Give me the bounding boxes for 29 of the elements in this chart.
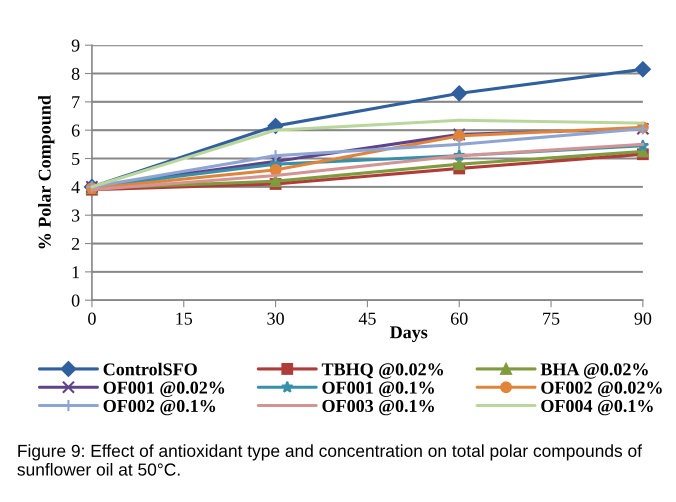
y-tick-label: 4 bbox=[71, 181, 80, 194]
legend-label: BHA @0.02% bbox=[540, 363, 648, 379]
legend-label: ControlSFO bbox=[104, 362, 197, 376]
x-tick-label: 30 bbox=[267, 312, 284, 325]
caption: Figure 9: Effect of antioxidant type and concentration on total polar compounds of sunflower oil at 50°C. bbox=[17, 444, 642, 476]
y-tick-label: 3 bbox=[72, 210, 80, 222]
legend-label: OF004 @0.1% bbox=[541, 400, 653, 416]
y-tick-label: 8 bbox=[72, 68, 80, 80]
y-axis-title: % Polar Compound bbox=[38, 95, 54, 248]
legend-label: OF001 @0.1% bbox=[322, 382, 434, 397]
x-tick-label: 90 bbox=[634, 312, 652, 325]
x-tick-label: 75 bbox=[543, 312, 560, 325]
legend-label: TBHQ @0.02% bbox=[322, 363, 443, 379]
y-tick-label: 1 bbox=[72, 266, 80, 278]
y-tick-label: 9 bbox=[72, 39, 80, 52]
y-tick-label: 7 bbox=[72, 96, 80, 108]
x-tick-label: 45 bbox=[358, 312, 376, 325]
y-tick-label: 5 bbox=[72, 152, 80, 165]
x-tick-label: 60 bbox=[450, 312, 468, 325]
x-tick-label: 0 bbox=[88, 312, 96, 325]
legend-label: OF002 @0.02% bbox=[541, 382, 662, 397]
y-tick-label: 2 bbox=[72, 238, 80, 250]
legend-label: OF001 @0.02% bbox=[104, 382, 224, 397]
x-axis-title: Days bbox=[390, 326, 428, 342]
legend-label: OF003 @0.1% bbox=[322, 400, 434, 416]
x-tick-label: 15 bbox=[176, 312, 192, 325]
y-tick-label: 0 bbox=[72, 294, 80, 307]
y-tick-label: 6 bbox=[72, 124, 80, 137]
legend-label: OF002 @0.1% bbox=[104, 400, 216, 416]
